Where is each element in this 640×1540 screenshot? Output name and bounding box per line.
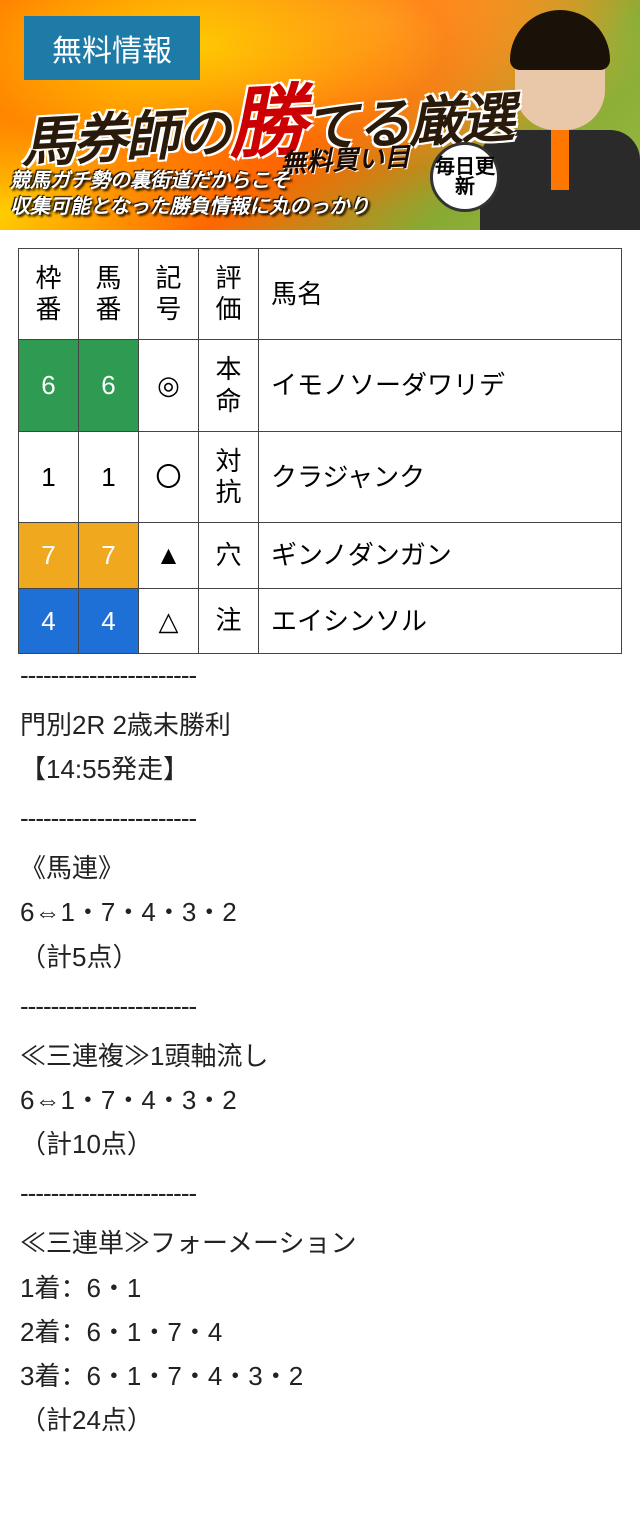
table-header-row: 枠番 馬番 記号 評価 馬名 (19, 249, 622, 340)
person-hair (510, 10, 610, 70)
cell-eval: 本命 (199, 340, 259, 431)
race-name: 門別2R 2歳未勝利 (20, 703, 620, 747)
divider: ----------------------- (18, 1172, 622, 1215)
cell-horse-name: ギンノダンガン (259, 523, 622, 588)
free-info-badge: 無料情報 (24, 16, 200, 80)
person-arms (500, 190, 620, 230)
table-row: 77▲穴ギンノダンガン (19, 523, 622, 588)
predictions-table: 枠番 馬番 記号 評価 馬名 66◎本命イモノソーダワリデ11〇対抗クラジャンク… (18, 248, 622, 654)
bet-sanrenpuku: ≪三連複≫1頭軸流し 6⇔1・7・4・3・2 （計10点） (18, 1028, 622, 1173)
cell-mark: ◎ (139, 340, 199, 431)
race-time: 【14:55発走】 (20, 747, 620, 791)
cell-mark: 〇 (139, 431, 199, 522)
banner: 無料情報 馬券師の勝てる厳選 無料買い目 競馬ガチ勢の裏街道だからこそ 収集可能… (0, 0, 640, 230)
table-row: 11〇対抗クラジャンク (19, 431, 622, 522)
divider: ----------------------- (18, 654, 622, 697)
cell-umaban: 7 (79, 523, 139, 588)
divider: ----------------------- (18, 797, 622, 840)
th-wakuban: 枠番 (19, 249, 79, 340)
sanrenpuku-combo: 6⇔1・7・4・3・2 (20, 1078, 620, 1122)
umaren-title: 《馬連》 (20, 846, 620, 890)
cell-mark: △ (139, 588, 199, 653)
table-row: 44△注エイシンソル (19, 588, 622, 653)
table-row: 66◎本命イモノソーダワリデ (19, 340, 622, 431)
cell-wakuban: 7 (19, 523, 79, 588)
sanrentan-l1: 1着：6・1 (20, 1266, 620, 1310)
cell-mark: ▲ (139, 523, 199, 588)
th-umaban: 馬番 (79, 249, 139, 340)
banner-caption-line1: 競馬ガチ勢の裏街道だからこそ (10, 168, 369, 194)
cell-wakuban: 4 (19, 588, 79, 653)
sanrentan-l3: 3着：6・1・7・4・3・2 (20, 1354, 620, 1398)
cell-eval: 対抗 (199, 431, 259, 522)
cell-eval: 穴 (199, 523, 259, 588)
th-eval: 評価 (199, 249, 259, 340)
bet-umaren: 《馬連》 6⇔1・7・4・3・2 （計5点） (18, 840, 622, 985)
divider: ----------------------- (18, 985, 622, 1028)
sanrenpuku-count: （計10点） (20, 1122, 620, 1166)
race-info: 門別2R 2歳未勝利 【14:55発走】 (18, 697, 622, 797)
cell-eval: 注 (199, 588, 259, 653)
cell-wakuban: 1 (19, 431, 79, 522)
sanrentan-title: ≪三連単≫フォーメーション (20, 1221, 620, 1265)
umaren-count: （計5点） (20, 935, 620, 979)
content: 枠番 馬番 記号 評価 馬名 66◎本命イモノソーダワリデ11〇対抗クラジャンク… (0, 230, 640, 1466)
person-head (515, 20, 605, 130)
sanrentan-count: （計24点） (20, 1398, 620, 1442)
bet-sanrentan: ≪三連単≫フォーメーション 1着：6・1 2着：6・1・7・4 3着：6・1・7… (18, 1215, 622, 1448)
person-tie (551, 130, 569, 190)
cell-wakuban: 6 (19, 340, 79, 431)
update-daily-badge: 毎日更新 (430, 142, 500, 212)
banner-caption-line2: 収集可能となった勝負情報に丸のっかり (10, 194, 369, 220)
umaren-combo: 6⇔1・7・4・3・2 (20, 890, 620, 934)
banner-caption: 競馬ガチ勢の裏街道だからこそ 収集可能となった勝負情報に丸のっかり (10, 168, 369, 220)
cell-umaban: 6 (79, 340, 139, 431)
cell-horse-name: イモノソーダワリデ (259, 340, 622, 431)
cell-umaban: 1 (79, 431, 139, 522)
cell-horse-name: エイシンソル (259, 588, 622, 653)
banner-title-pre: 馬券師の (20, 103, 231, 174)
sanrenpuku-title: ≪三連複≫1頭軸流し (20, 1034, 620, 1078)
th-name: 馬名 (259, 249, 622, 340)
th-mark: 記号 (139, 249, 199, 340)
sanrentan-l2: 2着：6・1・7・4 (20, 1310, 620, 1354)
cell-horse-name: クラジャンク (259, 431, 622, 522)
cell-umaban: 4 (79, 588, 139, 653)
